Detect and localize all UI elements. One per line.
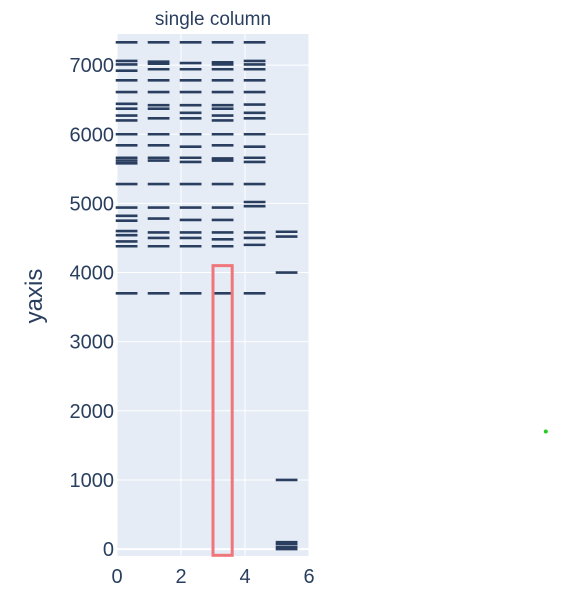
x-tick-label: 2 — [175, 566, 186, 588]
y-axis-label: yaxis — [21, 269, 48, 324]
y-tick-label: 3000 — [70, 332, 115, 354]
marker-dot — [543, 429, 548, 434]
highlight-layer — [211, 264, 234, 557]
y-tick-label: 2000 — [70, 401, 115, 423]
lane-6 — [275, 230, 298, 551]
y-tick-label: 6000 — [70, 124, 115, 146]
lane-3 — [179, 40, 202, 295]
band-layer — [115, 40, 298, 551]
lane-4 — [211, 40, 234, 295]
y-tick-label: 0 — [103, 539, 114, 561]
y-axis-ticks: 0 1000 2000 3000 4000 5000 6000 7000 — [70, 55, 115, 561]
x-tick-label: 4 — [239, 566, 250, 588]
marker-layer — [543, 429, 548, 434]
y-tick-label: 4000 — [70, 263, 115, 285]
lane-1 — [115, 40, 138, 295]
lane-2 — [147, 40, 170, 295]
x-tick-label: 0 — [111, 566, 122, 588]
lane-5 — [243, 40, 266, 295]
y-tick-label: 7000 — [70, 55, 115, 77]
x-axis-ticks: 0 2 4 6 — [111, 566, 314, 588]
y-tick-label: 1000 — [70, 470, 115, 492]
x-tick-label: 6 — [303, 566, 314, 588]
highlight-box — [211, 264, 234, 557]
chart-title: single column — [155, 9, 271, 30]
y-tick-label: 5000 — [70, 193, 115, 215]
